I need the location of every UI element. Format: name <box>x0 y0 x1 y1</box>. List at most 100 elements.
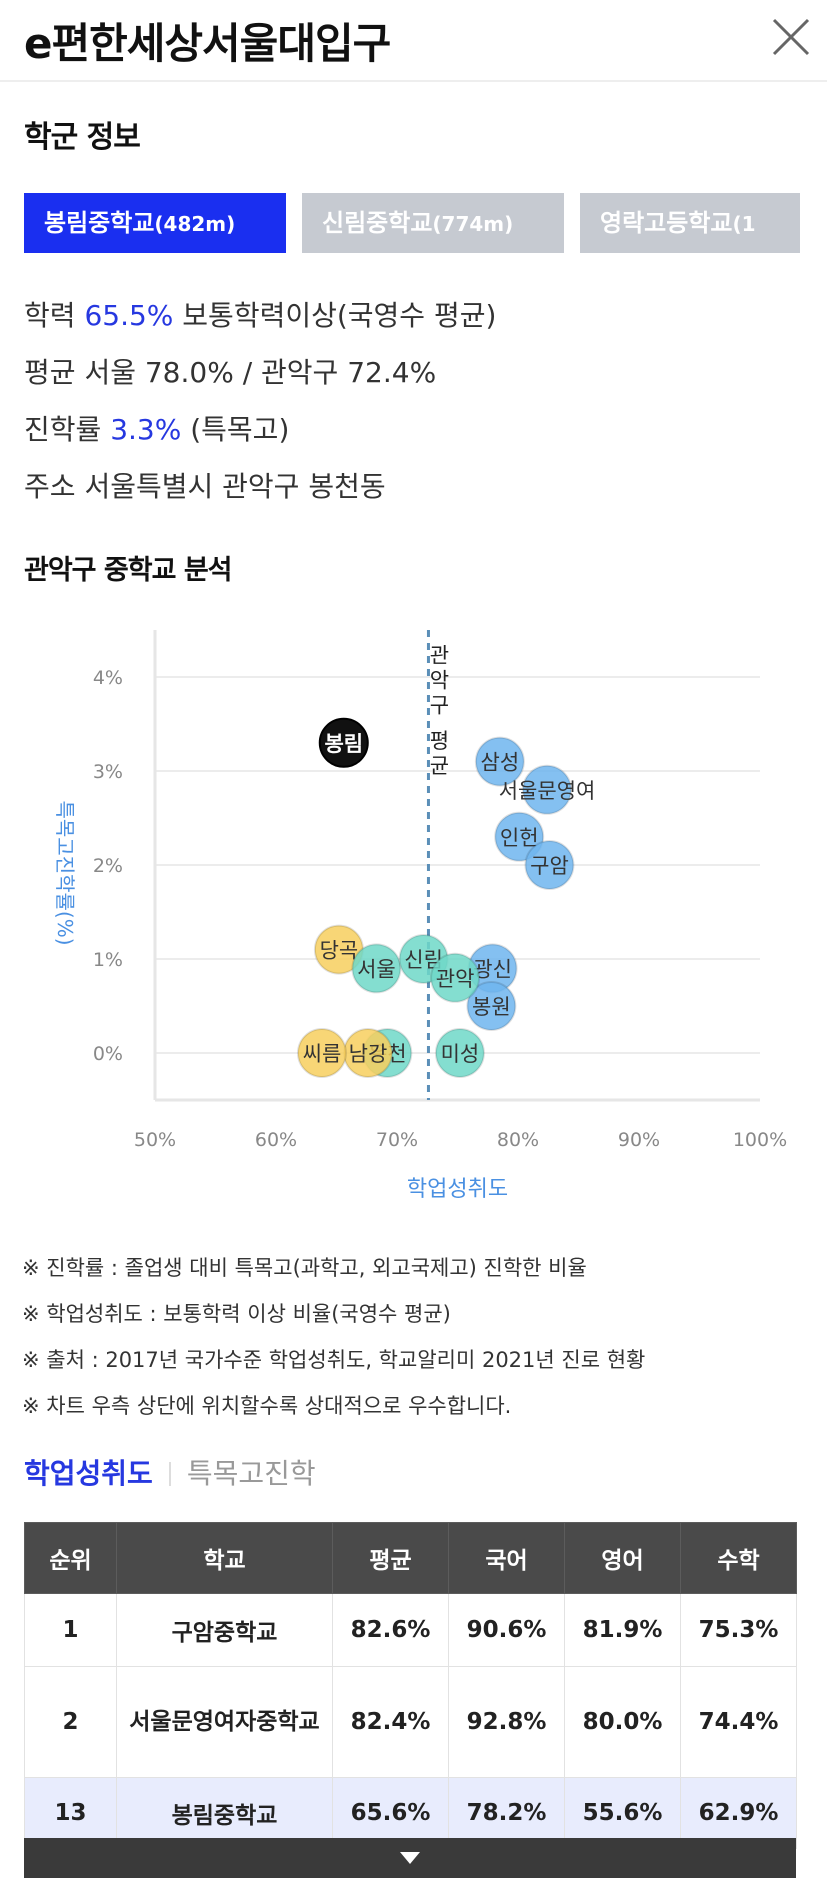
header-english: 영어 <box>564 1522 681 1594</box>
cell-average: 65.6% <box>332 1777 449 1849</box>
header: e편한세상서울대입구 <box>0 0 827 82</box>
note-line: ※ 출처 : 2017년 국가수준 학업성취도, 학교알리미 2021년 진로 … <box>22 1348 646 1372</box>
address-line: 주소 서울특별시 관악구 봉천동 <box>24 465 386 505</box>
achievement-value: 65.5% <box>84 299 174 332</box>
header-school: 학교 <box>116 1522 333 1594</box>
data-point <box>318 717 369 768</box>
x-tick-label: 60% <box>255 1129 297 1151</box>
tab-school-name: 신림중학교 <box>322 209 433 237</box>
data-point-label: 서울문영여 <box>499 779 596 803</box>
reference-line-label: 관악구 평균 <box>426 644 450 780</box>
table-row[interactable]: 1 구암중학교 82.6% 90.6% 81.9% 75.3% <box>24 1593 797 1667</box>
subtab-divider <box>168 1462 171 1486</box>
cell-rank: 13 <box>24 1777 117 1849</box>
data-point <box>494 811 545 862</box>
header-rank: 순위 <box>24 1522 117 1594</box>
cell-school: 봉림중학교 <box>116 1777 333 1849</box>
data-point-label: 당곡 <box>320 939 359 963</box>
data-point-label: 미성 <box>441 1042 480 1066</box>
section-title-school-info: 학군 정보 <box>24 120 141 155</box>
tab-school-1[interactable]: 봉림중학교(482m) <box>24 193 286 253</box>
ranking-subtabs: 학업성취도 특목고진학 <box>24 1452 316 1492</box>
y-tick-label: 2% <box>93 855 123 877</box>
data-point-label: 씨름 <box>303 1042 342 1066</box>
data-point-label: 삼성 <box>481 751 520 775</box>
achievement-line: 학력 65.5% 보통학력이상(국영수 평균) <box>24 294 496 334</box>
x-axis-title: 학업성취도 <box>407 1177 508 1202</box>
advance-rate-value: 3.3% <box>110 413 182 446</box>
tab-school-name: 봉림중학교 <box>44 209 155 237</box>
data-point-label: 광신 <box>473 957 512 981</box>
cell-rank: 2 <box>24 1666 117 1778</box>
average-line: 평균 서울 78.0% / 관악구 72.4% <box>24 351 436 391</box>
header-average: 평균 <box>332 1522 449 1594</box>
data-point <box>296 1028 347 1078</box>
table-row[interactable]: 2 서울문영여자중학교 82.4% 92.8% 80.0% 74.4% <box>24 1666 797 1778</box>
cell-english: 80.0% <box>564 1666 681 1778</box>
tab-school-distance: (1 <box>732 212 756 236</box>
y-tick-label: 4% <box>93 667 123 689</box>
cell-average: 82.6% <box>332 1593 449 1667</box>
x-tick-label: 50% <box>134 1129 176 1151</box>
y-axis-title: 특목고진학률(%) <box>53 800 77 945</box>
cell-english: 81.9% <box>564 1593 681 1667</box>
average-label: 평균 <box>24 356 76 389</box>
note-line: ※ 학업성취도 : 보통학력 이상 비율(국영수 평균) <box>22 1302 451 1326</box>
cell-math: 75.3% <box>680 1593 797 1667</box>
advance-rate-line: 진학률 3.3% (특목고) <box>24 408 289 448</box>
tab-school-2[interactable]: 신림중학교(774m) <box>302 193 564 253</box>
cell-rank: 1 <box>24 1593 117 1667</box>
data-point <box>434 1028 485 1078</box>
data-point <box>351 943 402 994</box>
tab-school-name: 영락고등학교 <box>600 209 733 237</box>
y-tick-label: 0% <box>93 1043 123 1065</box>
achievement-label: 학력 <box>24 299 76 332</box>
data-point-label: 남강 <box>349 1042 388 1066</box>
data-point-label: 서울 <box>357 957 396 981</box>
cell-korean: 92.8% <box>448 1666 565 1778</box>
subtab-achievement[interactable]: 학업성취도 <box>24 1457 153 1490</box>
notes: ※ 진학률 : 졸업생 대비 특목고(과학고, 외고국제고) 진학한 비율 ※ … <box>22 1245 645 1429</box>
data-point-label: 봉원 <box>472 995 511 1019</box>
average-text: 서울 78.0% / 관악구 72.4% <box>84 356 437 389</box>
table-header-row: 순위 학교 평균 국어 영어 수학 <box>24 1522 797 1594</box>
cell-average: 82.4% <box>332 1666 449 1778</box>
note-line: ※ 차트 우측 상단에 위치할수록 상대적으로 우수합니다. <box>22 1394 512 1418</box>
data-point <box>522 764 573 815</box>
advance-rate-label: 진학률 <box>24 413 102 446</box>
school-tabs: 봉림중학교(482m) 신림중학교(774m) 영락고등학교(1 <box>24 193 800 253</box>
header-math: 수학 <box>680 1522 797 1594</box>
tab-school-distance: (774m) <box>432 212 514 236</box>
header-korean: 국어 <box>448 1522 565 1594</box>
expand-table-button[interactable] <box>24 1838 796 1878</box>
address-text: 서울특별시 관악구 봉천동 <box>84 470 386 503</box>
tab-school-3[interactable]: 영락고등학교(1 <box>580 193 800 253</box>
close-icon[interactable] <box>768 14 814 60</box>
achievement-desc: 보통학력이상(국영수 평균) <box>182 299 497 332</box>
page-title: e편한세상서울대입구 <box>24 19 391 68</box>
data-point-label: 관악 <box>436 967 475 991</box>
subtab-special-school[interactable]: 특목고진학 <box>186 1457 316 1490</box>
y-tick-label: 1% <box>93 949 123 971</box>
x-tick-label: 80% <box>497 1129 539 1151</box>
y-tick-label: 3% <box>93 761 123 783</box>
cell-school: 서울문영여자중학교 <box>116 1666 333 1778</box>
data-point <box>524 840 575 890</box>
chevron-down-icon <box>400 1852 420 1864</box>
data-point <box>474 736 525 787</box>
cell-math: 74.4% <box>680 1666 797 1778</box>
advance-rate-desc: (특목고) <box>190 413 290 446</box>
ranking-table: 순위 학교 평균 국어 영어 수학 1 구암중학교 82.6% 90.6% 81… <box>24 1522 797 1849</box>
address-label: 주소 <box>24 470 76 503</box>
cell-korean: 90.6% <box>448 1593 565 1667</box>
data-point-label: 봉림 <box>324 732 363 756</box>
tab-school-distance: (482m) <box>154 212 236 236</box>
x-tick-label: 90% <box>618 1129 660 1151</box>
data-point <box>430 952 481 1003</box>
data-point <box>466 981 517 1031</box>
section-title-analysis: 관악구 중학교 분석 <box>24 555 233 586</box>
scatter-chart: 0% 1% 2% 3% 4% 50% 60% 70% 80% 90% 100% 학업성취도 특목고진학률… <box>53 630 787 1202</box>
x-tick-label: 100% <box>733 1129 787 1151</box>
data-point-label: 인헌 <box>500 826 539 850</box>
note-line: ※ 진학률 : 졸업생 대비 특목고(과학고, 외고국제고) 진학한 비율 <box>22 1256 587 1280</box>
